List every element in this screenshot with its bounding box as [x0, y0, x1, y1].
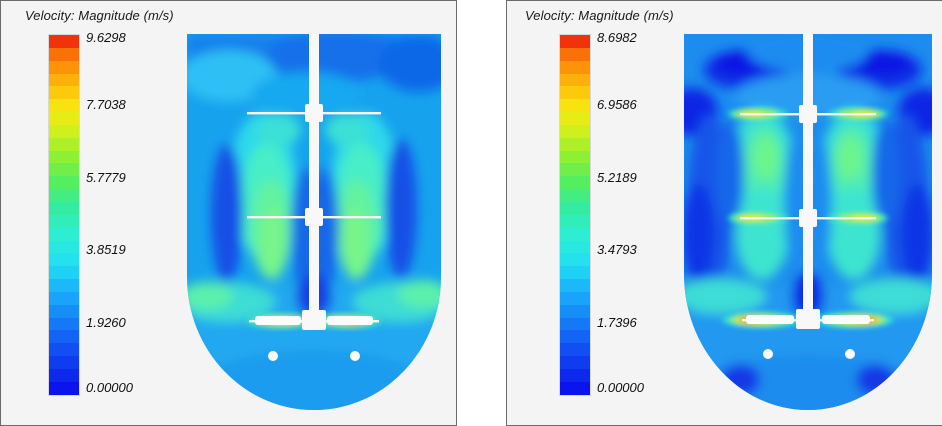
- colorbar-band: [49, 240, 79, 254]
- colorbar-band: [49, 381, 79, 395]
- colorbar-band: [49, 253, 79, 267]
- colorbar-tick-label: 9.6298: [86, 30, 126, 45]
- colorbar-band: [49, 279, 79, 292]
- colorbar-tick-label: 5.7779: [86, 169, 126, 185]
- colorbar-left: 9.6298 7.7038 5.7779 3.8519 1.9260 0.00000: [48, 30, 198, 396]
- colorbar-band: [49, 60, 79, 74]
- contour-panel-right: Velocity: Magnitude (m/s) 8.6982 6.9586 5.…: [506, 0, 942, 426]
- colorbar-band: [49, 112, 79, 125]
- colorbar-band: [560, 47, 590, 61]
- colorbar-band: [560, 266, 590, 280]
- colorbar-band: [560, 60, 590, 74]
- colorbar-band: [49, 73, 79, 87]
- colorbar-band: [49, 35, 79, 48]
- colorbar-tick-label: 6.9586: [597, 97, 637, 113]
- colorbar-gradient-right: [559, 34, 591, 396]
- colorbar-band: [560, 163, 590, 177]
- vessel-contour-left: [187, 34, 441, 410]
- colorbar-band: [560, 137, 590, 151]
- colorbar-band: [49, 368, 79, 382]
- colorbar-band: [560, 291, 590, 305]
- colorbar-band: [560, 124, 590, 138]
- colorbar-band: [560, 253, 590, 267]
- colorbar-band: [49, 163, 79, 177]
- colorbar-tick-label: 1.7396: [597, 314, 637, 330]
- colorbar-band: [49, 137, 79, 151]
- colorbar-tick-labels-left: 9.6298 7.7038 5.7779 3.8519 1.9260 0.00000: [86, 30, 196, 396]
- colorbar-tick-label: 7.7038: [86, 97, 126, 113]
- colorbar-band: [49, 99, 79, 113]
- colorbar-tick-label: 0.00000: [86, 380, 133, 395]
- colorbar-tick-label: 3.8519: [86, 242, 126, 258]
- colorbar-band: [560, 317, 590, 331]
- colorbar-band: [49, 150, 79, 164]
- colorbar-band: [560, 304, 590, 318]
- colorbar-gradient-left: [48, 34, 80, 396]
- colorbar-band: [560, 381, 590, 395]
- panel-title-left: Velocity: Magnitude (m/s): [25, 8, 174, 23]
- colorbar-band: [560, 201, 590, 215]
- colorbar-band: [560, 330, 590, 344]
- colorbar-band: [49, 201, 79, 215]
- colorbar-band: [560, 112, 590, 125]
- colorbar-band: [49, 266, 79, 280]
- colorbar-band: [49, 176, 79, 190]
- colorbar-band: [560, 214, 590, 228]
- colorbar-band: [560, 35, 590, 48]
- colorbar-band: [49, 124, 79, 138]
- colorbar-band: [49, 330, 79, 344]
- colorbar-band: [49, 189, 79, 202]
- colorbar-tick-label: 1.9260: [86, 314, 126, 330]
- colorbar-right: 8.6982 6.9586 5.2189 3.4793 1.7396 0.00000: [559, 30, 709, 396]
- colorbar-band: [560, 99, 590, 113]
- colorbar-band: [49, 317, 79, 331]
- colorbar-band: [49, 291, 79, 305]
- colorbar-band: [560, 189, 590, 202]
- colorbar-band: [49, 227, 79, 241]
- colorbar-tick-labels-right: 8.6982 6.9586 5.2189 3.4793 1.7396 0.00000: [597, 30, 707, 396]
- colorbar-band: [49, 47, 79, 61]
- colorbar-band: [49, 356, 79, 369]
- colorbar-tick-label: 3.4793: [597, 242, 637, 258]
- colorbar-band: [560, 368, 590, 382]
- colorbar-band: [49, 214, 79, 228]
- colorbar-band: [560, 150, 590, 164]
- colorbar-band: [560, 73, 590, 87]
- colorbar-band: [49, 343, 79, 357]
- colorbar-band: [560, 356, 590, 369]
- vessel-contour-right: [684, 34, 932, 410]
- colorbar-band: [560, 240, 590, 254]
- colorbar-band: [560, 279, 590, 292]
- colorbar-tick-label: 0.00000: [597, 380, 644, 395]
- colorbar-band: [560, 176, 590, 190]
- colorbar-band: [49, 304, 79, 318]
- colorbar-tick-label: 5.2189: [597, 169, 637, 185]
- panel-title-right: Velocity: Magnitude (m/s): [525, 8, 674, 23]
- colorbar-band: [560, 227, 590, 241]
- colorbar-tick-label: 8.6982: [597, 30, 637, 45]
- colorbar-band: [560, 86, 590, 100]
- colorbar-band: [49, 86, 79, 100]
- contour-panel-left: Velocity: Magnitude (m/s) 9.6298 7.7038 5.…: [0, 0, 457, 426]
- colorbar-band: [560, 343, 590, 357]
